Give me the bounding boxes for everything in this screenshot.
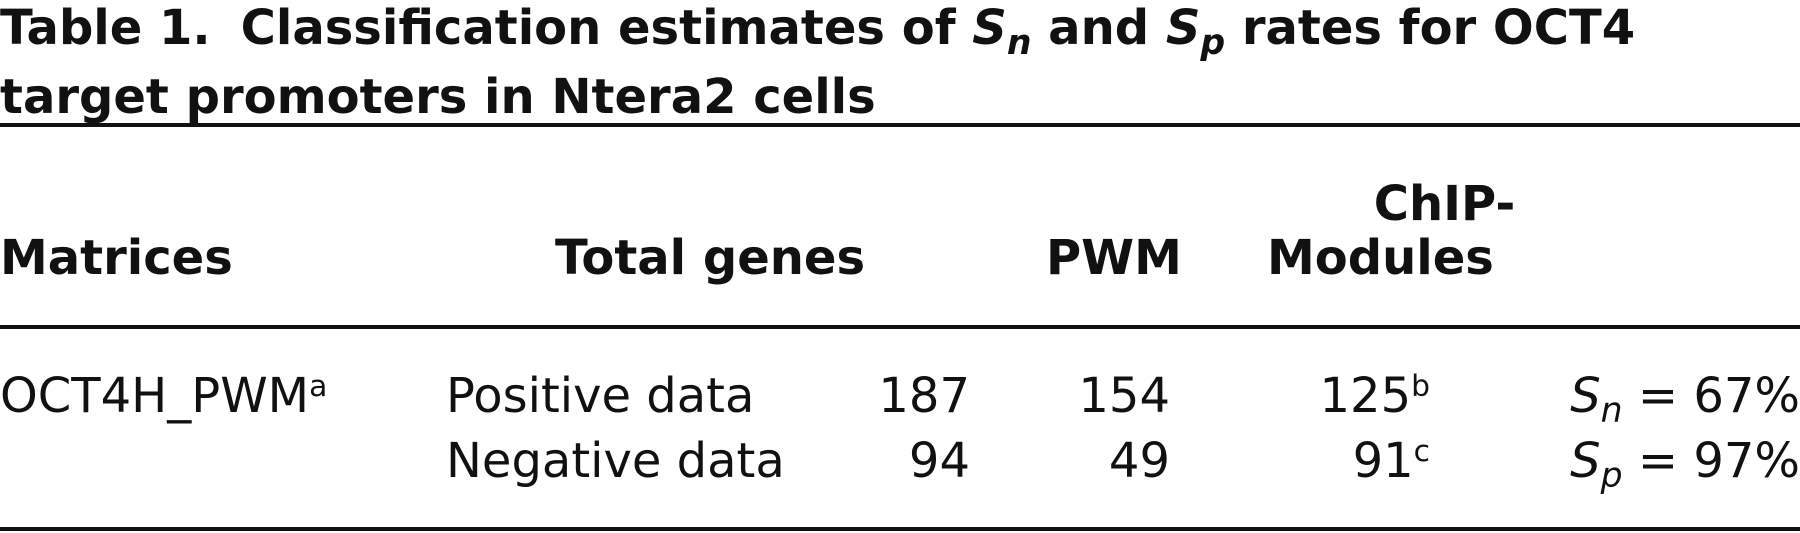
cell-data-type: Positive data — [446, 368, 755, 424]
table-title-line2: target promoters in Ntera2 cells — [0, 69, 876, 125]
rate-symbol: S — [1570, 368, 1601, 424]
table-title: Table 1. Classification estimates of Sn a… — [0, 0, 1800, 129]
matrix-name: OCT4H_PWM — [0, 368, 310, 424]
title-subscript: n — [1006, 23, 1032, 64]
header-rule — [0, 325, 1800, 329]
cell-chip: 91c — [1280, 431, 1430, 498]
footnote-marker: c — [1413, 433, 1430, 469]
chip-value: 91 — [1352, 433, 1414, 489]
header-chip-line1: ChIP- — [1373, 176, 1516, 232]
chip-value: 125 — [1319, 368, 1412, 424]
title-text: Classification estimates of — [240, 0, 973, 56]
header-pwm: PWM — [1046, 230, 1182, 286]
cell-chip: 125b — [1280, 366, 1430, 433]
bottom-rule — [0, 527, 1800, 531]
rate-value: = 67% — [1622, 368, 1800, 424]
header-chip-line2: Modules — [1267, 230, 1494, 286]
title-subscript: p — [1200, 23, 1226, 64]
cell-rate: Sn = 67% — [1500, 366, 1800, 431]
title-text: rates for OCT4 — [1225, 0, 1636, 56]
cell-total: 94 — [908, 433, 970, 489]
header-total-genes: Total genes — [555, 230, 866, 286]
table-label: Table 1. — [0, 0, 211, 56]
title-symbol: S — [972, 0, 1007, 56]
cell-pwm: 154 — [1078, 368, 1170, 424]
top-rule — [0, 123, 1800, 127]
rate-subscript: p — [1600, 456, 1623, 497]
cell-matrix: OCT4H_PWMa — [0, 366, 327, 433]
rate-subscript: n — [1600, 391, 1623, 432]
header-matrices: Matrices — [0, 230, 233, 286]
table-title-line1: Table 1. Classification estimates of Sn a… — [0, 0, 1800, 65]
cell-data-type: Negative data — [446, 433, 785, 489]
title-symbol: S — [1165, 0, 1201, 56]
cell-total: 187 — [878, 368, 970, 424]
footnote-marker: a — [309, 368, 328, 404]
footnote-marker: b — [1411, 368, 1430, 404]
cell-rate: Sp = 97% — [1500, 431, 1800, 496]
rate-value: = 97% — [1622, 433, 1800, 489]
title-text: and — [1031, 0, 1166, 56]
cell-pwm: 49 — [1108, 433, 1170, 489]
rate-symbol: S — [1570, 433, 1601, 489]
